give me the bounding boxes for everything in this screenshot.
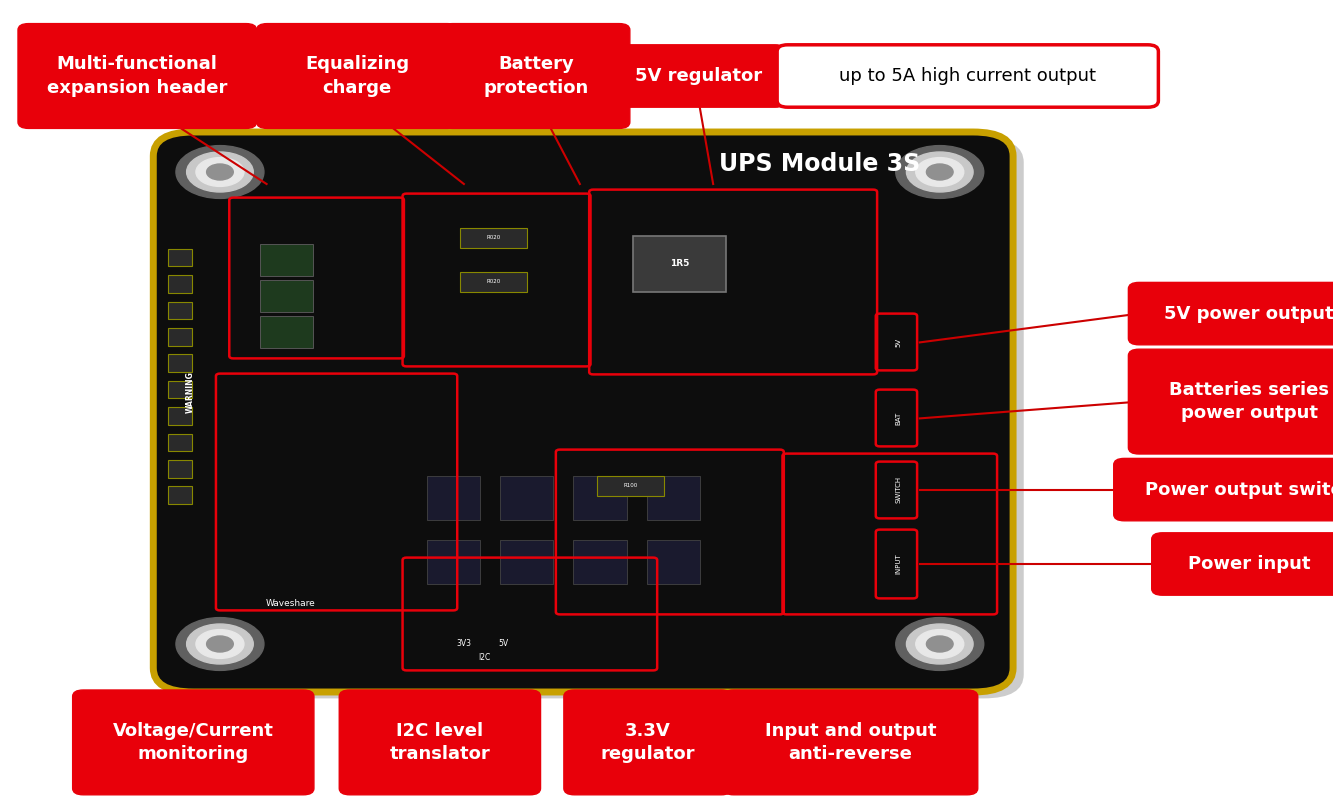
Bar xyxy=(168,249,192,266)
Text: Battery
protection: Battery protection xyxy=(484,55,588,97)
FancyBboxPatch shape xyxy=(153,132,1013,692)
Text: 5V: 5V xyxy=(499,639,509,649)
Bar xyxy=(168,434,192,451)
Text: R100: R100 xyxy=(624,483,637,488)
Circle shape xyxy=(207,636,233,652)
Circle shape xyxy=(207,164,233,180)
Bar xyxy=(647,540,700,584)
Text: Input and output
anti-reverse: Input and output anti-reverse xyxy=(765,722,936,763)
Bar xyxy=(633,236,726,292)
Text: Batteries series
power output: Batteries series power output xyxy=(1169,381,1329,422)
Circle shape xyxy=(176,618,264,670)
Text: Multi-functional
expansion header: Multi-functional expansion header xyxy=(47,55,228,97)
Text: INPUT: INPUT xyxy=(896,554,901,574)
Text: BAT: BAT xyxy=(896,412,901,425)
FancyBboxPatch shape xyxy=(1114,458,1333,521)
Circle shape xyxy=(896,146,984,198)
Bar xyxy=(168,407,192,425)
Bar xyxy=(168,328,192,346)
FancyBboxPatch shape xyxy=(339,690,541,795)
Bar xyxy=(168,381,192,398)
Bar xyxy=(168,275,192,293)
Text: 5V power output: 5V power output xyxy=(1164,305,1333,322)
Bar xyxy=(500,476,553,520)
Circle shape xyxy=(176,146,264,198)
FancyBboxPatch shape xyxy=(17,23,256,128)
Circle shape xyxy=(896,618,984,670)
Text: 5V regulator: 5V regulator xyxy=(635,67,762,85)
Text: SWITCH: SWITCH xyxy=(896,476,901,503)
Bar xyxy=(260,280,313,312)
Text: I2C level
translator: I2C level translator xyxy=(389,722,491,763)
Text: Equalizing
charge: Equalizing charge xyxy=(305,55,409,97)
Bar xyxy=(260,244,313,276)
Bar xyxy=(647,476,700,520)
Text: R020: R020 xyxy=(487,235,500,240)
Bar xyxy=(460,272,527,292)
Text: Voltage/Current
monitoring: Voltage/Current monitoring xyxy=(113,722,273,763)
FancyBboxPatch shape xyxy=(1152,533,1333,595)
Circle shape xyxy=(906,152,973,192)
Circle shape xyxy=(187,624,253,664)
FancyBboxPatch shape xyxy=(564,690,732,795)
Text: Power output switch: Power output switch xyxy=(1145,481,1333,498)
FancyBboxPatch shape xyxy=(257,23,459,128)
FancyBboxPatch shape xyxy=(612,45,786,107)
Text: UPS Module 3S: UPS Module 3S xyxy=(720,152,920,176)
Text: I2C: I2C xyxy=(477,653,491,662)
Bar xyxy=(460,228,527,248)
FancyBboxPatch shape xyxy=(777,45,1158,107)
Bar xyxy=(168,460,192,478)
Bar xyxy=(500,540,553,584)
Bar xyxy=(168,486,192,504)
Bar xyxy=(427,540,480,584)
Circle shape xyxy=(196,630,244,658)
FancyBboxPatch shape xyxy=(1129,349,1333,454)
FancyBboxPatch shape xyxy=(724,690,978,795)
Bar xyxy=(597,476,664,496)
Circle shape xyxy=(916,158,964,186)
Circle shape xyxy=(906,624,973,664)
Text: 3.3V
regulator: 3.3V regulator xyxy=(601,722,694,763)
Text: WARNING: WARNING xyxy=(187,371,195,413)
Circle shape xyxy=(926,636,953,652)
Text: R020: R020 xyxy=(487,279,500,284)
FancyBboxPatch shape xyxy=(72,690,315,795)
Bar xyxy=(573,476,627,520)
Circle shape xyxy=(926,164,953,180)
FancyBboxPatch shape xyxy=(1129,282,1333,345)
FancyBboxPatch shape xyxy=(443,23,631,128)
FancyBboxPatch shape xyxy=(164,138,1024,698)
Text: Waveshare: Waveshare xyxy=(265,599,316,609)
Text: 5V: 5V xyxy=(896,338,901,347)
Bar xyxy=(168,302,192,319)
Text: 3V3: 3V3 xyxy=(456,639,472,649)
Text: 1R5: 1R5 xyxy=(670,259,689,269)
Bar xyxy=(573,540,627,584)
Circle shape xyxy=(916,630,964,658)
Bar xyxy=(427,476,480,520)
Text: Power input: Power input xyxy=(1188,555,1310,573)
Bar xyxy=(260,316,313,348)
Circle shape xyxy=(196,158,244,186)
Bar xyxy=(168,354,192,372)
Text: up to 5A high current output: up to 5A high current output xyxy=(840,67,1096,85)
Circle shape xyxy=(187,152,253,192)
